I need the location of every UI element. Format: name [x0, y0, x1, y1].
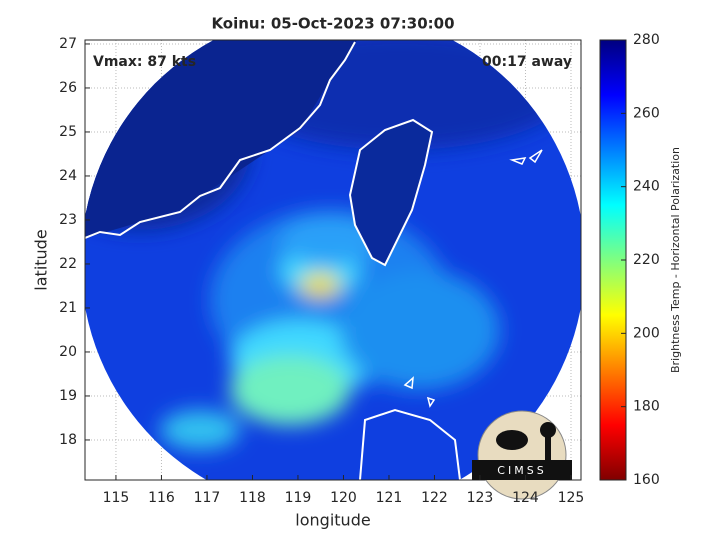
x-tick-label: 123: [467, 490, 494, 506]
colorbar-tick-label: 240: [633, 179, 660, 195]
y-tick-label: 24: [59, 168, 77, 184]
y-tick-label: 27: [59, 36, 77, 52]
y-tick-label: 19: [59, 388, 77, 404]
annotation: Vmax: 87 kts: [93, 54, 196, 70]
y-tick-label: 21: [59, 300, 77, 316]
colorbar-tick-label: 260: [633, 105, 660, 121]
y-tick-label: 20: [59, 344, 77, 360]
colorbar-tick-label: 180: [633, 399, 660, 415]
logo-text: CIMSS: [497, 464, 546, 477]
x-axis-label: longitude: [295, 511, 370, 530]
y-tick-label: 22: [59, 256, 77, 272]
y-tick-label: 26: [59, 80, 77, 96]
x-tick-label: 115: [103, 490, 130, 506]
x-tick-label: 120: [330, 490, 357, 506]
y-tick-label: 18: [59, 432, 77, 448]
x-tick-label: 125: [558, 490, 585, 506]
x-tick-label: 116: [148, 490, 175, 506]
colorbar-label: Brightness Temp - Horizontal Polarizatio…: [669, 147, 682, 373]
y-tick-label: 23: [59, 212, 77, 228]
y-tick-label: 25: [59, 124, 77, 140]
logo: CIMSS: [472, 410, 572, 500]
imagery: [85, 40, 581, 480]
x-tick-label: 121: [376, 490, 403, 506]
annotation: 00:17 away: [482, 54, 572, 70]
x-tick-label: 119: [285, 490, 312, 506]
colorbar-tick-label: 280: [633, 32, 660, 48]
y-axis-label: latitude: [32, 229, 51, 290]
x-tick-label: 122: [421, 490, 448, 506]
colorbar-tick-label: 160: [633, 472, 660, 488]
x-tick-label: 117: [194, 490, 221, 506]
plot-frame: [84, 39, 582, 481]
x-tick-label: 118: [239, 490, 266, 506]
colorbar-tick-label: 200: [633, 325, 660, 341]
x-tick-label: 124: [512, 490, 539, 506]
colorbar-tick-label: 220: [633, 252, 660, 268]
chart-title: Koinu: 05-Oct-2023 07:30:00: [211, 15, 454, 33]
